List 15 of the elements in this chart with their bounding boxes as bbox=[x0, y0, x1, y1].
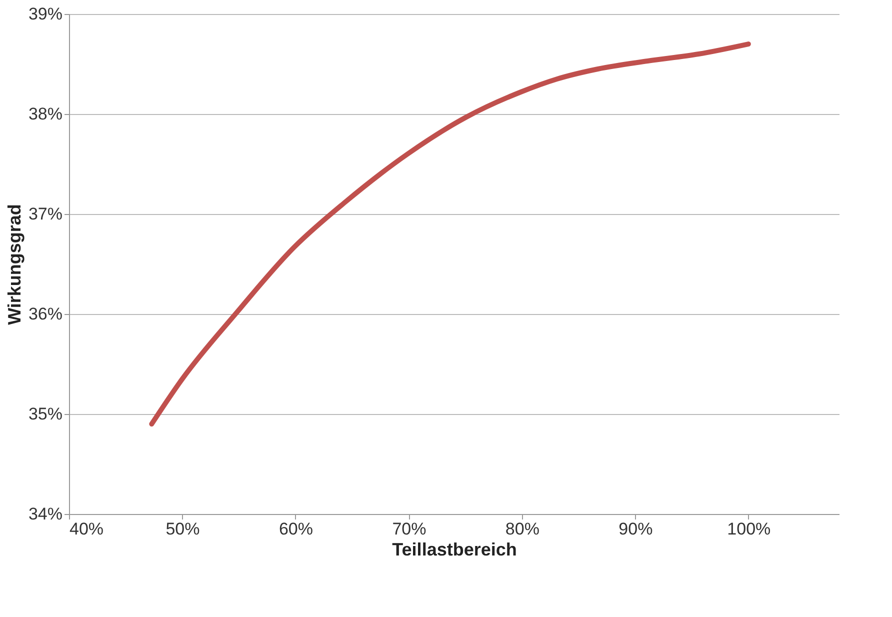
y-tick-label: 36% bbox=[28, 304, 62, 324]
y-tick-label: 35% bbox=[28, 404, 62, 424]
x-tick-label: 90% bbox=[618, 520, 653, 538]
y-tick-label: 34% bbox=[28, 504, 62, 524]
x-tick-label: 40% bbox=[70, 520, 104, 538]
y-axis-title: Wirkungsgrad bbox=[4, 204, 24, 325]
y-tick-label: 39% bbox=[28, 4, 62, 24]
y-tick-label: 37% bbox=[28, 204, 62, 224]
x-tick-label: 50% bbox=[166, 520, 200, 538]
x-tick-label: 80% bbox=[505, 520, 540, 538]
y-tick-label: 38% bbox=[28, 104, 62, 124]
x-axis-title: Teillastbereich bbox=[392, 540, 517, 560]
x-tick-label: 60% bbox=[278, 520, 313, 538]
x-tick-label: 100% bbox=[727, 520, 771, 538]
x-tick-label: 70% bbox=[392, 520, 426, 538]
